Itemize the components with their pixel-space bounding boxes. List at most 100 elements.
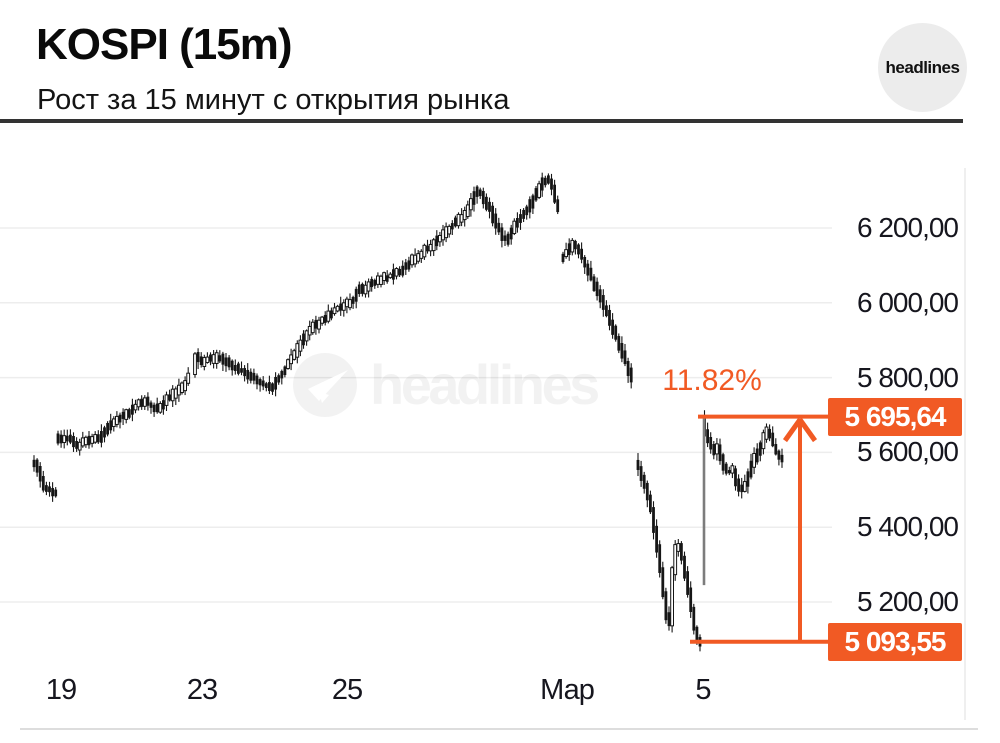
watermark: headlines <box>293 353 602 417</box>
candle <box>401 260 405 278</box>
candle <box>320 315 325 326</box>
candle <box>472 186 476 212</box>
x-axis-tick-label: Мар <box>540 674 595 706</box>
candle <box>491 202 494 227</box>
candle <box>689 581 693 618</box>
high-price-badge: 5 695,64 <box>828 397 962 436</box>
candle <box>454 215 457 228</box>
candle <box>224 353 228 372</box>
candle <box>503 230 507 246</box>
candle <box>261 376 265 391</box>
candle <box>121 408 125 426</box>
candle <box>673 540 678 581</box>
candle <box>469 193 473 217</box>
candle <box>348 293 352 311</box>
candle <box>661 561 665 600</box>
candle <box>459 208 464 227</box>
candle <box>277 373 281 385</box>
candle <box>41 470 45 493</box>
candle <box>485 193 488 212</box>
candle <box>556 195 560 215</box>
candle <box>608 304 611 331</box>
candle <box>376 272 380 288</box>
candle <box>561 251 565 264</box>
candle <box>326 304 331 324</box>
candle <box>310 319 315 335</box>
candle <box>183 376 187 396</box>
candle <box>567 238 571 261</box>
candle <box>730 463 735 479</box>
candle <box>478 187 482 199</box>
candle <box>111 416 116 432</box>
candle <box>734 465 737 491</box>
candle <box>435 230 439 251</box>
candle <box>35 458 39 477</box>
candle <box>205 352 210 364</box>
candle <box>764 423 769 443</box>
candle <box>676 538 681 557</box>
candle <box>570 238 575 256</box>
candle <box>444 222 449 243</box>
candle <box>580 242 583 264</box>
candle <box>589 260 593 282</box>
candle <box>419 249 424 263</box>
candle <box>345 296 349 314</box>
candle <box>410 253 414 268</box>
candle <box>214 349 219 369</box>
candle <box>87 431 91 449</box>
candle <box>168 389 171 402</box>
candle <box>339 296 343 316</box>
candle <box>249 368 253 384</box>
candle <box>218 350 222 364</box>
candle <box>718 438 722 465</box>
candle <box>292 348 297 361</box>
candle <box>258 377 262 392</box>
candle <box>598 285 602 309</box>
candle <box>617 333 621 354</box>
candle <box>354 286 358 309</box>
candle <box>629 363 633 389</box>
candle <box>709 432 713 454</box>
candle <box>268 375 271 395</box>
candle <box>407 256 411 272</box>
candle <box>193 352 197 378</box>
candle <box>543 175 547 188</box>
candle <box>38 462 42 488</box>
candle <box>404 258 408 275</box>
candle <box>537 180 542 200</box>
candle <box>777 449 781 466</box>
candle <box>45 481 48 496</box>
candle <box>692 603 696 635</box>
candle <box>357 281 361 297</box>
candle <box>658 540 662 578</box>
candles <box>32 172 784 652</box>
candle <box>392 263 395 285</box>
candle <box>426 239 429 254</box>
candle <box>771 426 775 448</box>
candle <box>283 365 287 378</box>
candle <box>574 239 577 255</box>
candle <box>752 447 757 475</box>
candle <box>173 386 178 406</box>
candle <box>341 299 346 317</box>
y-axis-tick-label: 6 000,00 <box>857 286 959 318</box>
candle <box>413 248 418 268</box>
candle <box>221 351 225 372</box>
candle <box>595 277 599 301</box>
candle <box>737 474 740 497</box>
candle <box>564 242 569 259</box>
candle <box>525 204 529 220</box>
candle <box>302 330 305 349</box>
candle <box>534 186 538 202</box>
candle <box>528 196 532 219</box>
candle <box>583 255 587 274</box>
candle <box>740 477 744 499</box>
y-axis-tick-label: 5 400,00 <box>857 511 959 543</box>
y-axis-tick-label: 5 800,00 <box>857 361 959 393</box>
candle <box>317 316 321 334</box>
x-axis-tick-label: 19 <box>45 674 77 706</box>
candle <box>531 193 535 215</box>
page-subtitle: Рост за 15 минут с открытия рынка <box>37 84 510 116</box>
candle <box>749 453 753 480</box>
candle <box>100 424 103 448</box>
